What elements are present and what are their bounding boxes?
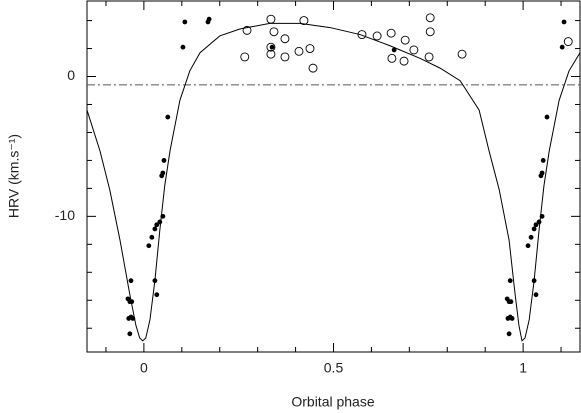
open-point [409,45,419,55]
open-point [266,49,276,59]
x-tick-label: 1 [519,360,527,376]
open-point [299,16,309,26]
filled-point [507,278,513,284]
filled-point [509,316,515,321]
filled-point [528,234,534,240]
filled-point [531,278,537,284]
y-axis-label: HRV (km.s⁻¹) [6,134,22,218]
filled-point [538,173,544,179]
open-point [242,25,252,35]
filled-point [540,158,546,163]
open-point [357,30,367,40]
filled-point [129,299,135,305]
open-point [266,42,276,52]
open-point [372,31,382,41]
open-point [563,37,573,47]
open-point [425,13,435,23]
open-point [305,44,315,53]
open-point [308,63,318,73]
filled-point [536,219,542,225]
filled-point [533,292,539,298]
open-point [280,52,290,62]
filled-point [154,292,160,298]
open-point [386,28,396,38]
filled-point [205,19,211,25]
filled-point [157,219,163,225]
filled-point [159,173,165,179]
open-point [240,52,250,62]
filled-point [160,213,166,219]
filled-point [152,226,158,232]
open-point [280,34,290,44]
filled-point [180,44,186,50]
filled-point [506,331,512,337]
plot-area [87,13,580,342]
filled-point [152,278,158,284]
filled-point [182,19,188,25]
open-point [266,14,276,24]
filled-point [165,114,171,120]
filled-point [544,114,550,120]
filled-point [533,222,539,228]
open-point [294,46,304,56]
open-point [400,35,410,45]
filled-point [146,243,152,249]
filled-point [149,234,155,240]
filled-point [508,299,514,305]
open-point [387,53,397,63]
filled-point [391,47,397,53]
y-tick-label: -10 [55,207,75,223]
filled-point [559,44,565,50]
filled-point [130,316,136,321]
filled-point [561,19,567,25]
open-point [425,27,435,37]
filled-point [539,213,545,219]
open-point [269,27,279,37]
model-curve [87,22,580,342]
filled-point [127,331,133,337]
x-axis-label: Orbital phase [291,394,374,410]
open-point [457,49,467,59]
filled-point [161,158,167,163]
open-point [424,52,434,62]
x-tick-label: 0 [140,360,148,376]
filled-point [128,278,134,284]
x-tick-label: 0.5 [324,360,344,376]
y-tick-label: 0 [67,67,75,83]
filled-point [525,243,531,249]
open-point [399,56,409,66]
filled-point [269,44,275,50]
filled-point [531,226,537,232]
filled-point [154,222,160,228]
